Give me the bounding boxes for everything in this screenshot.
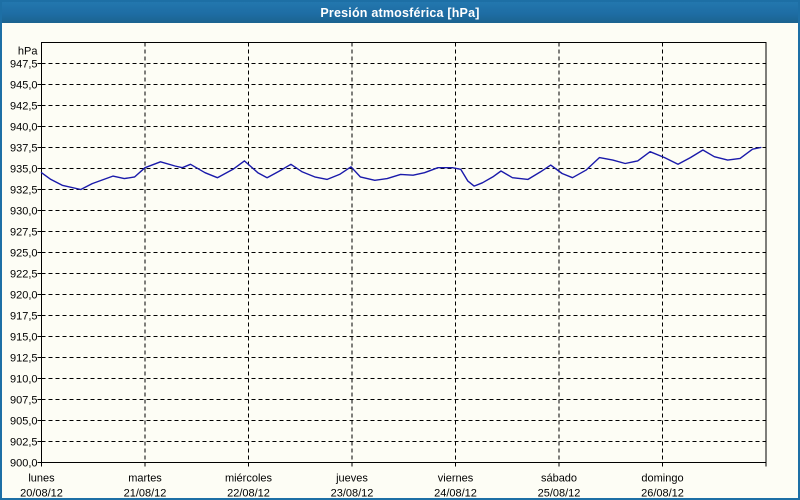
y-tick-label: 932,5 <box>10 185 38 197</box>
y-tick-label: 927,5 <box>10 227 38 239</box>
x-date-label: 20/08/12 <box>20 488 63 500</box>
x-date-label: 23/08/12 <box>331 488 374 500</box>
y-axis-unit-label: hPa <box>18 46 38 58</box>
x-axis-labels: lunes 20/08/12 martes 21/08/12 miércoles 22/0… <box>20 473 684 500</box>
y-tick-label: 912,5 <box>10 353 38 365</box>
x-day-label: sábado <box>541 473 577 485</box>
y-tick-label: 910,0 <box>10 374 38 386</box>
y-tick-label: 935,0 <box>10 164 38 176</box>
x-day-label: jueves <box>335 473 368 485</box>
gridlines <box>41 42 766 463</box>
x-day-label: domingo <box>641 473 683 485</box>
chart-title-bar: Presión atmosférica [hPa] <box>2 2 798 23</box>
y-tick-label: 930,0 <box>10 206 38 218</box>
x-date-label: 24/08/12 <box>434 488 477 500</box>
x-date-label: 21/08/12 <box>124 488 167 500</box>
y-tick-label: 907,5 <box>10 395 38 407</box>
y-tick-label: 900,0 <box>10 458 38 470</box>
y-tick-label: 947,5 <box>10 59 38 71</box>
y-tick-label: 945,0 <box>10 80 38 92</box>
y-tick-label: 942,5 <box>10 101 38 113</box>
y-tick-label: 937,5 <box>10 143 38 155</box>
axis-ticks <box>37 63 767 467</box>
y-tick-label: 940,0 <box>10 122 38 134</box>
x-date-label: 26/08/12 <box>641 488 684 500</box>
y-tick-label: 915,0 <box>10 332 38 344</box>
x-day-label: martes <box>128 473 162 485</box>
plot-border <box>41 42 767 463</box>
y-tick-label: 902,5 <box>10 437 38 449</box>
x-date-label: 25/08/12 <box>538 488 581 500</box>
y-tick-label: 920,0 <box>10 290 38 302</box>
x-date-label: 22/08/12 <box>227 488 270 500</box>
x-day-label: miércoles <box>225 473 273 485</box>
pressure-line <box>40 146 762 191</box>
y-tick-label: 925,0 <box>10 248 38 260</box>
chart-title: Presión atmosférica [hPa] <box>320 5 480 20</box>
y-tick-label: 905,0 <box>10 416 38 428</box>
x-day-label: lunes <box>28 473 55 485</box>
y-tick-label: 922,5 <box>10 269 38 281</box>
y-tick-label: 917,5 <box>10 311 38 323</box>
x-day-label: viernes <box>438 473 474 485</box>
